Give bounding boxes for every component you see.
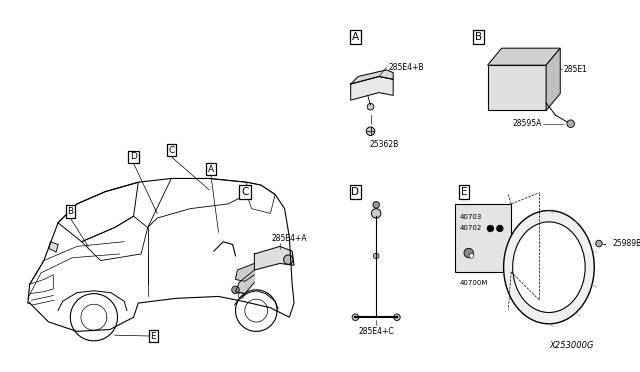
Text: E: E <box>150 331 156 341</box>
Ellipse shape <box>366 127 375 135</box>
Text: 285E1: 285E1 <box>563 65 587 74</box>
Text: 285E4+A: 285E4+A <box>271 234 307 243</box>
Ellipse shape <box>352 314 358 321</box>
Ellipse shape <box>371 209 381 218</box>
Polygon shape <box>49 242 58 252</box>
Ellipse shape <box>596 240 602 247</box>
Ellipse shape <box>373 202 380 208</box>
Ellipse shape <box>469 253 474 258</box>
Text: A: A <box>352 32 359 42</box>
Text: A: A <box>208 164 214 173</box>
Ellipse shape <box>373 253 379 259</box>
Ellipse shape <box>487 225 493 232</box>
Text: E: E <box>461 187 467 197</box>
Polygon shape <box>351 70 393 84</box>
Text: 40703: 40703 <box>460 214 482 220</box>
Bar <box>488 65 546 110</box>
Ellipse shape <box>232 286 239 294</box>
Text: 40702: 40702 <box>460 225 481 231</box>
Text: 28595A: 28595A <box>512 119 541 128</box>
Text: 285E4+B: 285E4+B <box>388 62 424 71</box>
Text: B: B <box>475 32 482 42</box>
Text: 25989B: 25989B <box>612 239 640 248</box>
Ellipse shape <box>367 103 374 110</box>
Text: C: C <box>168 145 175 155</box>
Ellipse shape <box>464 248 474 258</box>
Text: X253000G: X253000G <box>550 341 595 350</box>
Polygon shape <box>488 48 560 65</box>
Ellipse shape <box>238 293 244 298</box>
Text: 285E4+C: 285E4+C <box>358 327 394 336</box>
Text: D: D <box>351 187 360 197</box>
Polygon shape <box>254 246 294 270</box>
Ellipse shape <box>504 211 595 324</box>
Text: C: C <box>241 187 248 197</box>
Text: 25362B: 25362B <box>369 140 398 149</box>
Ellipse shape <box>567 120 575 128</box>
Ellipse shape <box>394 314 400 321</box>
Polygon shape <box>236 263 254 281</box>
Polygon shape <box>546 48 560 110</box>
Text: D: D <box>130 152 137 161</box>
Polygon shape <box>351 77 393 100</box>
Ellipse shape <box>513 222 585 312</box>
Text: B: B <box>67 207 74 216</box>
Text: 40700M: 40700M <box>460 280 488 286</box>
Polygon shape <box>236 270 254 294</box>
Bar <box>454 204 511 272</box>
Ellipse shape <box>497 225 503 232</box>
Ellipse shape <box>284 255 293 264</box>
